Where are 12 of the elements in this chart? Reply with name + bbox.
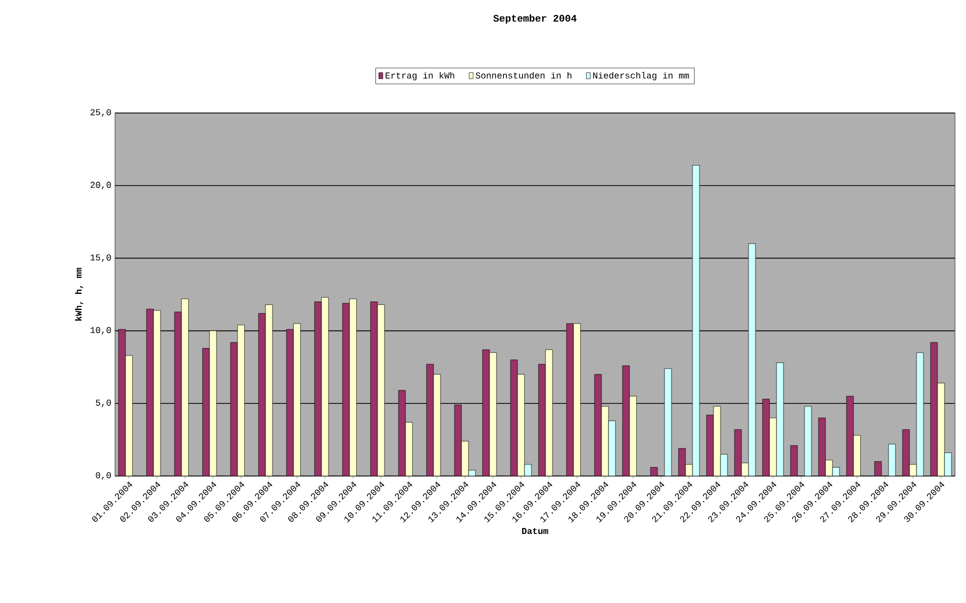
y-tick-label: 5,0 — [96, 400, 111, 408]
legend-label: Niederschlag in mm — [593, 72, 689, 80]
y-tick-label: 10,0 — [90, 327, 111, 335]
y-tick-label: 15,0 — [90, 254, 111, 262]
y-tick-label: 20,0 — [90, 182, 111, 190]
x-axis-title: Datum — [522, 528, 548, 534]
legend-label: Ertrag in kWh — [386, 72, 454, 80]
chart-title: September 2004 — [493, 14, 577, 24]
y-tick-label: 0,0 — [96, 472, 111, 480]
y-tick-label: 25,0 — [90, 109, 111, 117]
y-axis-title: kWh, h, mm — [75, 268, 84, 321]
legend-label: Sonnenstunden in h — [476, 72, 572, 79]
